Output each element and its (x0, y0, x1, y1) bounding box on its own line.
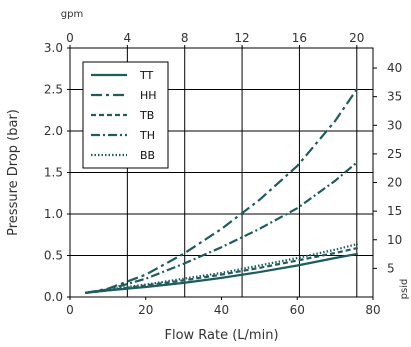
y-tick-label: 2.5 (44, 83, 63, 97)
legend-label-tt: TT (139, 69, 154, 82)
y2-tick-label: 20 (387, 176, 402, 190)
legend-label-bb: BB (140, 149, 155, 162)
x-tick-label: 0 (66, 303, 74, 317)
x2-tick-label: 16 (292, 31, 307, 45)
y-tick-label: 3.0 (44, 41, 63, 55)
x-tick-label: 40 (214, 303, 229, 317)
x2-tick-label: 12 (234, 31, 249, 45)
x-tick-label: 80 (365, 303, 380, 317)
y2-tick-label: 15 (387, 204, 402, 218)
y-tick-label: 1.5 (44, 166, 63, 180)
x2-tick-label: 20 (349, 31, 364, 45)
y-tick-label: 2.0 (44, 124, 63, 138)
x-tick-label: 20 (138, 303, 153, 317)
legend-label-th: TH (139, 129, 155, 142)
y2-tick-label: 30 (387, 118, 402, 132)
legend-label-hh: HH (140, 89, 157, 102)
y-secondary-axis-label: psid (399, 279, 410, 300)
legend-label-tb: TB (139, 109, 154, 122)
x-secondary-axis-label: gpm (61, 9, 83, 20)
y2-tick-label: 25 (387, 147, 402, 161)
y-tick-label: 1.0 (44, 207, 63, 221)
y-axis-label: Pressure Drop (bar) (6, 109, 21, 236)
y-tick-label: 0.0 (44, 290, 63, 304)
x-tick-label: 60 (290, 303, 305, 317)
x2-tick-label: 0 (66, 31, 74, 45)
x2-tick-label: 8 (181, 31, 189, 45)
x2-tick-label: 4 (124, 31, 132, 45)
y2-tick-label: 35 (387, 90, 402, 104)
x-axis-label: Flow Rate (L/min) (164, 328, 278, 343)
legend: TT HH TB TH BB (83, 62, 168, 168)
y2-tick-label: 5 (387, 261, 395, 275)
y2-tick-label: 10 (387, 233, 402, 247)
y2-tick-label: 40 (387, 61, 402, 75)
y-tick-label: 0.5 (44, 249, 63, 263)
